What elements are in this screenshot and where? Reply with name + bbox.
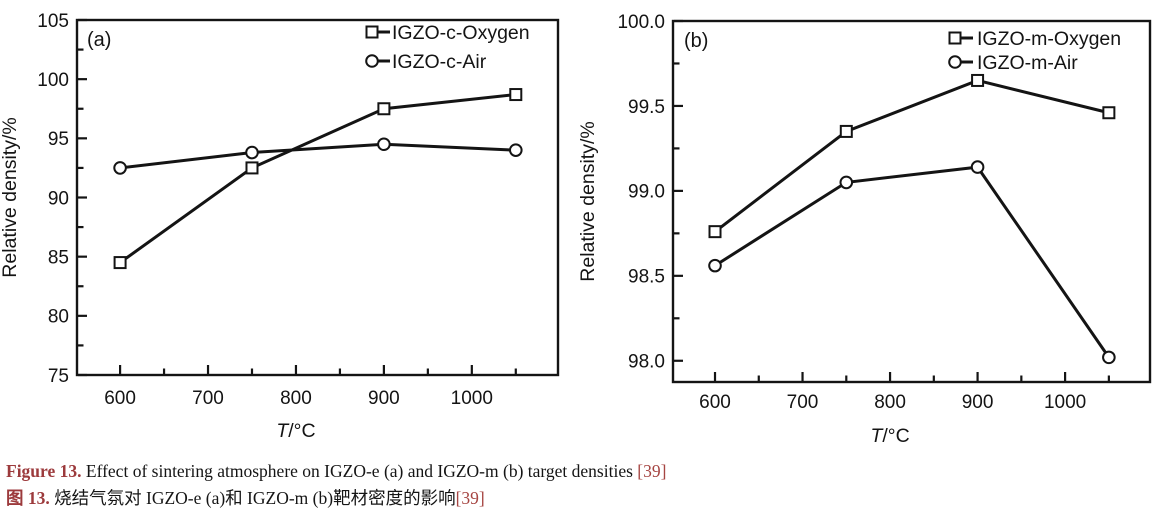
series-line	[119, 142, 516, 170]
series-line	[714, 78, 1110, 233]
y-tick-label: 80	[48, 307, 69, 328]
x-tick-label: 1000	[1044, 392, 1086, 413]
circle-marker	[508, 143, 523, 157]
x-axis-title: T/°C	[276, 420, 315, 442]
y-tick-label: 99.0	[628, 182, 665, 203]
y-tick-label: 100	[37, 70, 69, 91]
panel-label: (a)	[87, 29, 111, 51]
square-marker	[1102, 106, 1116, 120]
chart-panel-a: 600 700 800 900 1000 75 80 85 90 95 100 105 IGZO-c-O…	[0, 11, 560, 442]
y-axis-title: Relative density/%	[0, 117, 21, 277]
y-axis-title: Relative density/%	[580, 121, 599, 281]
square-marker	[971, 73, 985, 87]
series-line	[119, 93, 516, 264]
square-marker	[948, 31, 962, 45]
series-IGZO-m-Air	[708, 160, 1116, 365]
circle-marker	[948, 55, 962, 69]
circle-marker	[245, 145, 259, 160]
y-tick-label: 95	[48, 129, 69, 150]
y-tick-label: 99.5	[628, 97, 665, 118]
x-tick-label: 700	[787, 392, 819, 413]
caption-body-en: Effect of sintering atmosphere on IGZO-e…	[81, 461, 638, 481]
caption-body-zh: 烧结气氛对 IGZO-e (a)和 IGZO-m (b)靶材密度的影响	[49, 488, 456, 508]
series-IGZO-c-Oxygen	[113, 88, 523, 270]
x-tick-label: 1000	[451, 388, 493, 409]
square-marker	[377, 102, 391, 116]
y-tick-label: 98.5	[628, 267, 665, 288]
circle-marker	[113, 161, 127, 175]
square-marker	[708, 225, 722, 239]
x-axis: 600 700 800 900 1000	[104, 365, 517, 409]
x-axis-title: T/°C	[870, 425, 909, 445]
circle-marker	[377, 137, 391, 152]
chart-panel-b: 600 700 800 900 1000 98.0 98.5 99.0 99.5 100.0 IGZ…	[580, 12, 1152, 445]
square-marker	[113, 256, 127, 270]
legend-entry-label: IGZO-c-Air	[392, 51, 487, 73]
plot-frame	[671, 19, 1152, 384]
panel-label: (b)	[684, 30, 708, 52]
circle-marker	[970, 160, 985, 174]
y-tick-label: 98.0	[628, 352, 665, 373]
x-tick-label: 600	[699, 392, 731, 413]
legend-entry-label: IGZO-m-Air	[977, 52, 1078, 74]
x-axis: 600 700 800 900 1000	[699, 372, 1110, 413]
legend: IGZO-c-Oxygen IGZO-c-Air	[365, 22, 530, 73]
y-axis: 98.0 98.5 99.0 99.5 100.0	[617, 12, 683, 373]
x-tick-label: 800	[874, 392, 906, 413]
legend-entry-label: IGZO-m-Oxygen	[977, 28, 1121, 50]
square-marker	[245, 161, 259, 175]
caption-chinese: 图 13. 烧结气氛对 IGZO-e (a)和 IGZO-m (b)靶材密度的影…	[6, 485, 1126, 512]
circle-marker	[839, 175, 854, 190]
circle-marker	[365, 54, 379, 68]
series-IGZO-m-Oxygen	[708, 73, 1116, 239]
square-marker	[509, 88, 523, 102]
y-tick-label: 85	[48, 248, 69, 269]
caption-reference-zh[interactable]: [39]	[455, 488, 485, 508]
square-marker	[365, 25, 379, 39]
figure-caption: Figure 13. Effect of sintering atmospher…	[6, 458, 1126, 512]
plot-frame	[75, 18, 560, 377]
square-marker	[839, 124, 853, 138]
x-tick-label: 800	[280, 388, 312, 409]
caption-english: Figure 13. Effect of sintering atmospher…	[6, 458, 1126, 485]
x-tick-label: 700	[192, 388, 224, 409]
circle-marker	[1102, 350, 1116, 365]
caption-reference-en[interactable]: [39]	[637, 461, 667, 481]
series-IGZO-c-Air	[113, 137, 523, 175]
y-tick-label: 90	[48, 188, 69, 209]
caption-label-zh: 图 13.	[6, 488, 50, 508]
series-line	[714, 165, 1111, 359]
y-tick-label: 75	[48, 366, 69, 387]
y-tick-label: 100.0	[617, 12, 665, 33]
x-tick-label: 600	[104, 388, 136, 409]
y-tick-label: 105	[37, 11, 69, 32]
x-tick-label: 900	[962, 392, 994, 413]
y-axis: 75 80 85 90 95 100 105	[37, 11, 87, 387]
x-tick-label: 900	[368, 388, 400, 409]
circle-marker	[708, 258, 722, 273]
legend-entry-label: IGZO-c-Oxygen	[392, 22, 530, 44]
caption-label-en: Figure 13.	[6, 461, 82, 481]
